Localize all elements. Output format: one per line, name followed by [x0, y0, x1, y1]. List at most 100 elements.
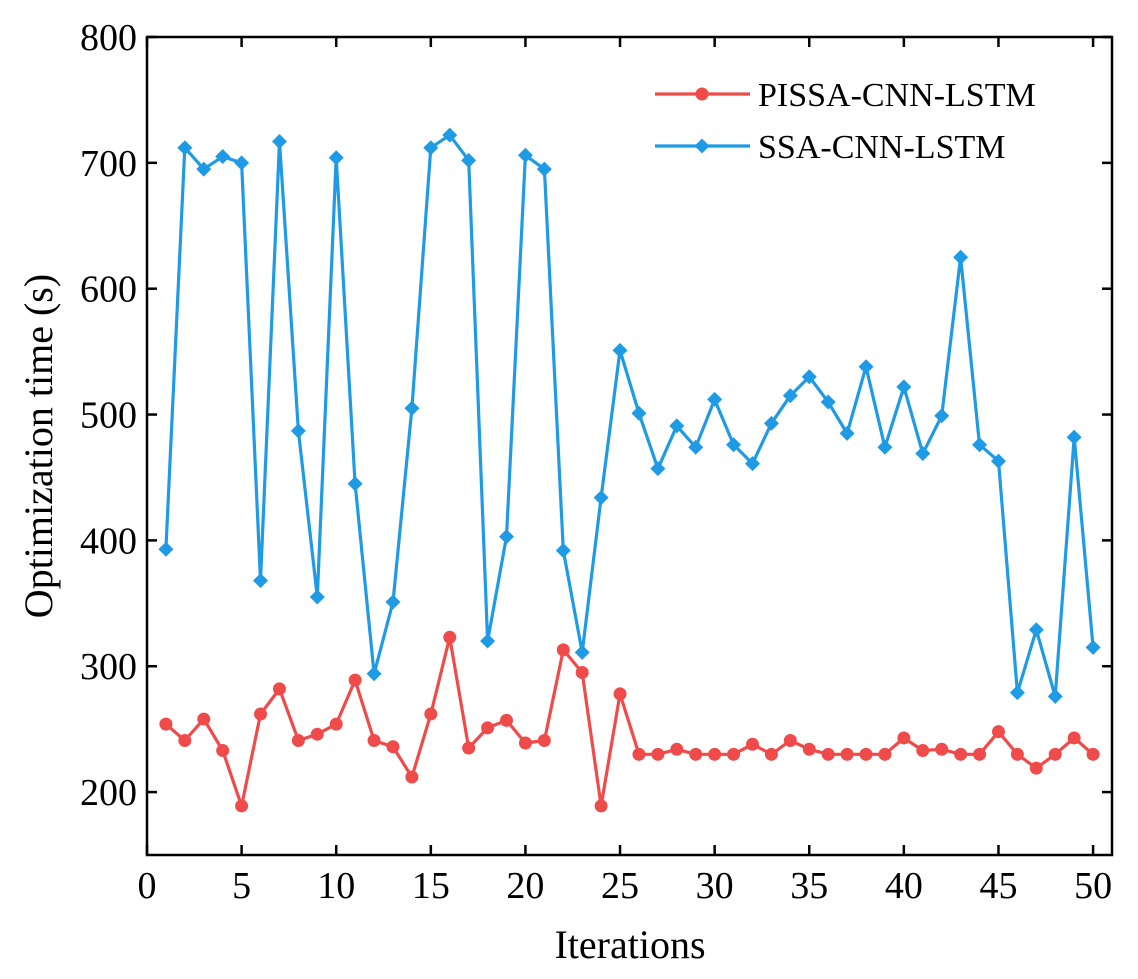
- data-point: [461, 152, 477, 168]
- data-point: [178, 733, 192, 747]
- data-point: [990, 453, 1006, 469]
- data-point: [216, 744, 230, 758]
- data-point: [764, 747, 778, 761]
- data-point: [1047, 688, 1063, 704]
- data-point: [235, 799, 249, 813]
- data-point: [348, 673, 362, 687]
- legend-label: SSA-CNN-LSTM: [758, 129, 1005, 166]
- data-point: [935, 742, 949, 756]
- data-point: [820, 394, 836, 410]
- data-point: [423, 140, 439, 156]
- data-point: [707, 391, 723, 407]
- plot-area: [158, 127, 1101, 813]
- data-point: [896, 379, 912, 395]
- data-point: [500, 713, 514, 727]
- data-point: [593, 490, 609, 506]
- data-point: [1067, 731, 1081, 745]
- data-point: [1009, 685, 1025, 701]
- data-point: [291, 733, 305, 747]
- data-point: [366, 666, 382, 682]
- data-point: [973, 747, 987, 761]
- y-tick-label: 800: [80, 17, 137, 59]
- data-point: [991, 725, 1005, 739]
- data-point: [328, 150, 344, 166]
- x-tick-label: 10: [317, 865, 355, 907]
- data-point: [537, 733, 551, 747]
- legend-entry-1: PISSA-CNN-LSTM: [655, 77, 1036, 114]
- y-tick-label: 400: [80, 520, 137, 562]
- legend-entry-2: SSA-CNN-LSTM: [655, 129, 1005, 166]
- data-point: [782, 388, 798, 404]
- data-point: [1029, 761, 1043, 775]
- data-point: [631, 405, 647, 421]
- data-point: [309, 589, 325, 605]
- data-point: [594, 799, 608, 813]
- data-point: [480, 633, 496, 649]
- data-point: [367, 733, 381, 747]
- data-point: [518, 736, 532, 750]
- x-tick-label: 50: [1074, 865, 1112, 907]
- data-point: [897, 731, 911, 745]
- data-point: [404, 400, 420, 416]
- data-point: [651, 747, 665, 761]
- data-point: [517, 147, 533, 163]
- data-point: [177, 140, 193, 156]
- data-point: [953, 249, 969, 265]
- data-point: [310, 727, 324, 741]
- y-tick-label: 700: [80, 143, 137, 185]
- data-point: [536, 161, 552, 177]
- data-point: [689, 747, 703, 761]
- data-point: [801, 369, 817, 385]
- data-point: [916, 744, 930, 758]
- data-point: [272, 682, 286, 696]
- x-tick-label: 40: [885, 865, 923, 907]
- data-point: [347, 476, 363, 492]
- data-point: [877, 439, 893, 455]
- plot-frame: [145, 35, 1114, 857]
- data-point: [290, 423, 306, 439]
- data-point: [499, 529, 515, 545]
- data-point: [726, 437, 742, 453]
- data-point: [878, 747, 892, 761]
- data-point: [858, 359, 874, 375]
- data-point: [159, 717, 173, 731]
- data-point: [744, 456, 760, 472]
- x-tick-label: 5: [232, 865, 251, 907]
- data-point: [385, 594, 401, 610]
- data-point: [386, 740, 400, 754]
- data-point: [254, 707, 268, 721]
- data-point: [196, 161, 212, 177]
- data-point: [1048, 747, 1062, 761]
- data-point: [650, 461, 666, 477]
- data-point: [972, 437, 988, 453]
- data-point: [821, 747, 835, 761]
- x-tick-label: 20: [506, 865, 544, 907]
- data-point: [840, 747, 854, 761]
- data-point: [253, 573, 269, 589]
- data-point: [839, 425, 855, 441]
- data-point: [575, 666, 589, 680]
- data-point: [424, 707, 438, 721]
- data-point: [442, 127, 458, 143]
- data-point: [1066, 429, 1082, 445]
- series-line: [164, 635, 1095, 808]
- data-point: [859, 747, 873, 761]
- data-point: [763, 415, 779, 431]
- x-tick-label: 30: [696, 865, 734, 907]
- y-tick-label: 500: [80, 395, 137, 437]
- legend-marker: [695, 87, 709, 101]
- data-point: [954, 747, 968, 761]
- x-axis-title: Iterations: [554, 922, 705, 967]
- data-point: [613, 687, 627, 701]
- axes: 0 5 10 15 20 25 30 35 40 45 50 200 300 400 500 600 700 80…: [80, 17, 1114, 907]
- data-point: [481, 721, 495, 735]
- data-point: [727, 747, 741, 761]
- series-1: [159, 630, 1100, 813]
- legend-marker: [694, 138, 710, 154]
- series-line: [164, 133, 1095, 699]
- data-point: [1085, 639, 1101, 655]
- data-point: [670, 742, 684, 756]
- y-axis-title: Optimization time (s): [16, 274, 61, 618]
- data-point: [915, 446, 931, 462]
- data-point: [555, 542, 571, 558]
